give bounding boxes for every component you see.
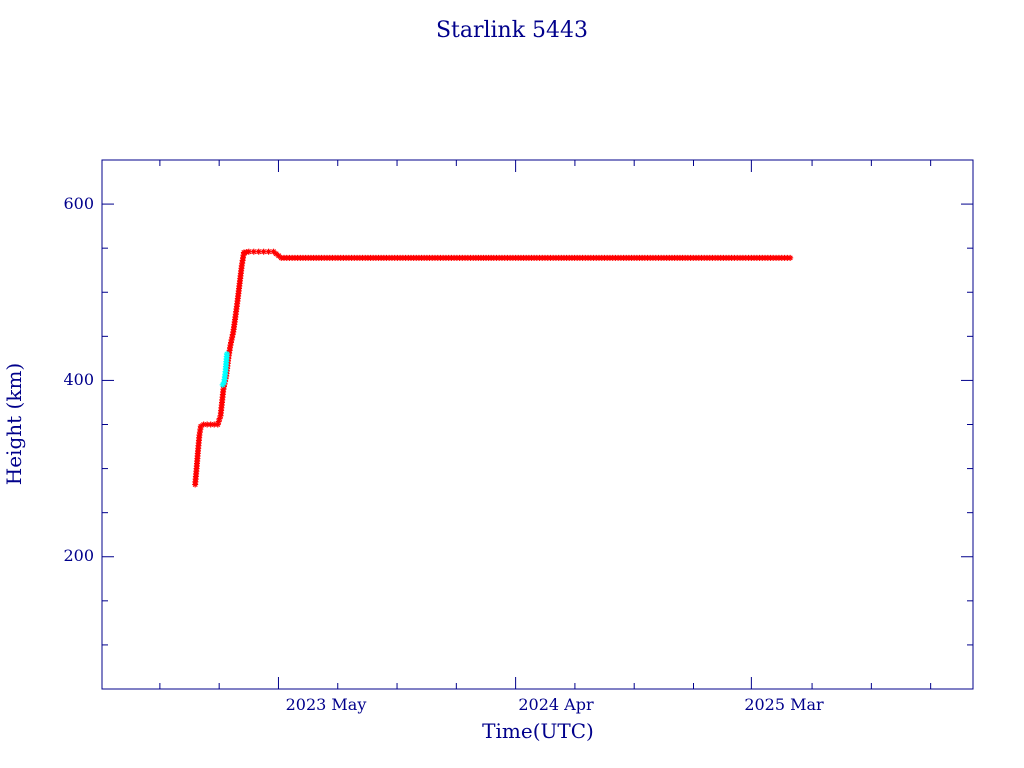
data-point — [223, 350, 230, 357]
data-points — [192, 248, 794, 488]
chart-title: Starlink 5443 — [436, 18, 588, 43]
y-tick-label: 600 — [63, 194, 94, 213]
data-point — [787, 254, 794, 261]
x-tick-label: 2025 Mar — [744, 695, 824, 714]
x-tick-label: 2024 Apr — [518, 695, 594, 714]
x-tick-label: 2023 May — [286, 695, 367, 714]
y-tick-label: 400 — [63, 370, 94, 389]
x-axis-label: Time(UTC) — [482, 719, 594, 743]
y-tick-label: 200 — [63, 546, 94, 565]
axis-ticks — [102, 160, 973, 689]
data-point — [250, 248, 257, 255]
x-tick-labels: 2023 May 2024 Apr 2025 Mar — [286, 695, 824, 714]
y-tick-labels: 200 400 600 — [63, 194, 94, 565]
y-axis-label: Height (km) — [2, 363, 26, 485]
plot-frame — [101, 159, 974, 690]
